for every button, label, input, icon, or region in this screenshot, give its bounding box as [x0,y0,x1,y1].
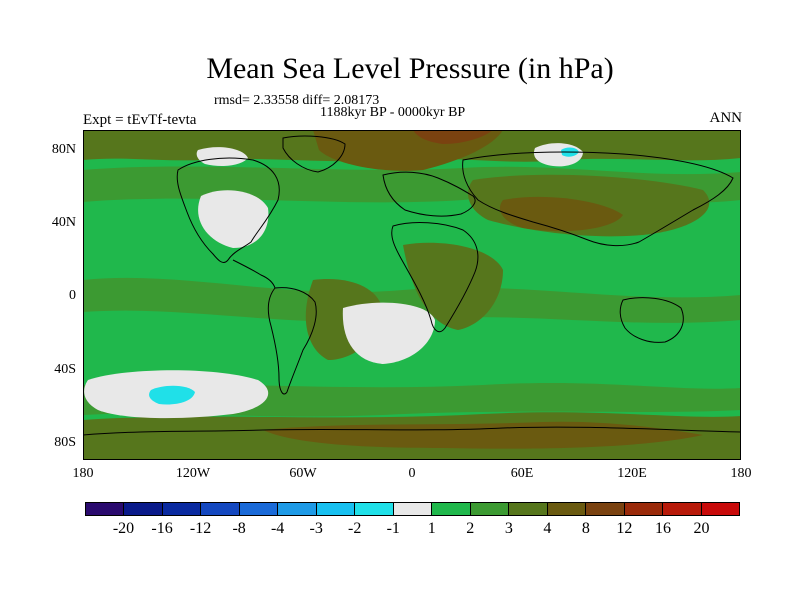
time-period: 1188kyr BP - 0000kyr BP [320,105,466,120]
colorbar-swatch [278,503,317,515]
colorbar-label: -16 [151,520,173,537]
coast-south-america [267,287,317,395]
colorbar-label: 2 [466,520,475,537]
colorbar [85,502,740,516]
colorbar-label: 4 [543,520,552,537]
colorbar-swatch [316,503,356,515]
lat-label-80n: 80N [51,142,76,157]
colorbar-swatch [86,503,125,515]
lon-label-0: 0 [408,466,416,481]
colorbar-swatch [624,503,664,515]
mid-band-tropics [83,277,741,323]
map-frame [83,130,741,460]
africa-high [403,242,503,330]
lon-label-60e: 60E [510,466,534,481]
colorbar-label: -8 [232,520,246,537]
colorbar-swatch [509,503,548,515]
colorbar-swatch [470,503,510,515]
coast-greenland [282,135,346,173]
coast-europe [382,171,476,217]
antarctic-higher [263,421,703,449]
colorbar-label: -4 [270,520,285,537]
coast-africa [391,222,479,333]
colorbar-swatch [239,503,279,515]
map-title: Mean Sea Level Pressure (in hPa) [206,52,614,85]
colorbar-label: -2 [348,520,362,537]
lat-label-40s: 40S [54,362,76,377]
colorbar-swatch [547,503,587,515]
colorbar-swatch [701,503,739,515]
neutral-south-atlantic [342,302,435,364]
colorbar-swatch [355,503,394,515]
neutral-north-america [198,190,269,248]
colorbar-swatch [162,503,202,515]
colorbar-label: 1 [427,520,436,537]
lon-label-60w: 60W [289,466,317,481]
colorbar-swatch [586,503,625,515]
coast-antarctica [83,426,741,436]
coastlines [83,135,741,436]
arctic-peak [413,130,493,144]
pressure-map [83,130,741,460]
low-south-pacific [149,385,195,405]
experiment-label: Expt = tEvTf-tevta [83,112,197,128]
coast-asia [462,151,734,247]
neutral-arctic-canada [196,147,248,166]
colorbar-swatch [124,503,163,515]
colorbar-swatch [201,503,240,515]
coast-australia [619,297,684,343]
coast-north-america [176,157,280,263]
lat-label-40n: 40N [51,215,76,230]
season-label: ANN [709,110,743,126]
lon-label-180e: 180 [730,466,752,481]
lon-label-120w: 120W [175,466,211,481]
colorbar-label: -3 [309,520,323,537]
coast-central-america [232,259,276,289]
colorbar-label: 16 [654,520,671,537]
lon-label-180w: 180 [72,466,94,481]
colorbar-label: 3 [504,520,513,537]
colorbar-label: -20 [112,520,135,537]
lon-label-120e: 120E [617,466,647,481]
lat-label-eq: 0 [69,288,76,303]
colorbar-swatch [663,503,702,515]
colorbar-swatch [393,503,433,515]
lat-label-80s: 80S [54,435,76,450]
colorbar-label: 8 [581,520,590,537]
colorbar-label: 12 [616,520,633,537]
colorbar-label: -1 [386,520,400,537]
asia-higher [499,196,623,232]
rmsd-diff-stats: rmsd= 2.33558 diff= 2.08173 [214,93,380,108]
colorbar-label: -12 [189,520,212,537]
colorbar-swatch [432,503,471,515]
colorbar-label: 20 [693,520,710,537]
